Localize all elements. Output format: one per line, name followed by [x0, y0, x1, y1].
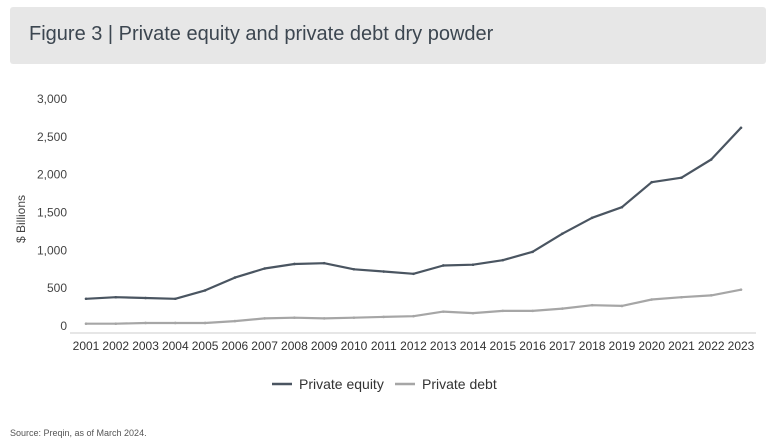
data-point-private-equity	[650, 180, 653, 184]
x-tick-label: 2022	[698, 339, 725, 353]
data-point-private-debt	[322, 317, 326, 320]
x-tick-label: 2023	[728, 339, 755, 353]
y-tick-label: 500	[47, 281, 67, 295]
data-point-private-debt	[233, 319, 237, 323]
data-point-private-equity	[561, 232, 564, 235]
x-tick-label: 2018	[579, 339, 606, 353]
data-point-private-debt	[174, 321, 177, 325]
data-point-private-debt	[382, 315, 386, 319]
x-tick-label: 2004	[162, 339, 189, 353]
data-point-private-equity	[709, 158, 713, 161]
data-point-private-debt	[203, 321, 207, 325]
data-point-private-debt	[709, 294, 713, 297]
data-point-private-equity	[144, 296, 147, 300]
y-tick-label: 0	[60, 319, 67, 333]
data-point-private-debt	[352, 316, 356, 319]
x-tick-label: 2012	[400, 339, 427, 353]
legend: Private equity Private debt	[272, 376, 497, 392]
legend-label-private-equity: Private equity	[299, 376, 384, 392]
y-axis-label: $ Billions	[14, 195, 28, 243]
data-point-private-debt	[412, 314, 415, 318]
data-point-private-equity	[739, 126, 743, 130]
data-point-private-debt	[293, 316, 296, 319]
x-tick-label: 2001	[73, 339, 100, 353]
data-point-private-equity	[203, 289, 207, 292]
data-point-private-equity	[471, 263, 475, 267]
x-tick-label: 2016	[519, 339, 546, 353]
data-point-private-equity	[174, 297, 177, 301]
chart-title: Figure 3 | Private equity and private de…	[29, 23, 494, 45]
y-tick-label: 2,500	[37, 130, 67, 144]
data-point-private-equity	[84, 297, 88, 301]
data-point-private-debt	[144, 321, 147, 325]
data-point-private-equity	[412, 272, 415, 276]
x-tick-label: 2006	[222, 339, 249, 353]
data-point-private-debt	[620, 304, 624, 308]
data-point-private-debt	[501, 309, 505, 313]
data-point-private-debt	[680, 295, 683, 299]
x-tick-label: 2015	[489, 339, 516, 353]
series-group	[84, 126, 743, 326]
data-point-private-equity	[620, 205, 624, 209]
data-point-private-equity	[114, 295, 118, 299]
data-point-private-debt	[84, 322, 88, 326]
y-tick-label: 1,000	[37, 243, 67, 257]
x-tick-label: 2007	[251, 339, 278, 353]
x-tick-label: 2008	[281, 339, 308, 353]
data-point-private-debt	[561, 307, 564, 310]
data-point-private-equity	[441, 264, 445, 267]
series-line-private-debt	[84, 288, 743, 325]
data-point-private-equity	[233, 276, 237, 279]
y-tick-label: 2,000	[37, 168, 67, 182]
x-tick-label: 2009	[311, 339, 338, 353]
data-point-private-equity	[501, 258, 505, 262]
data-point-private-equity	[322, 261, 326, 265]
x-tick-label: 2013	[430, 339, 457, 353]
data-point-private-equity	[352, 267, 356, 271]
data-point-private-debt	[650, 298, 653, 301]
x-tick-label: 2021	[668, 339, 695, 353]
data-point-private-debt	[263, 317, 266, 320]
y-tick-label: 1,500	[37, 206, 67, 220]
data-point-private-equity	[382, 270, 386, 273]
data-point-private-debt	[114, 322, 118, 326]
x-axis-ticks: 2001 2002 2003 2004 2005 2006 2007 2008 2009 2010…	[73, 339, 755, 353]
x-tick-label: 2010	[341, 339, 368, 353]
x-tick-label: 2011	[371, 339, 397, 353]
x-tick-label: 2005	[192, 339, 219, 353]
title-bar: Figure 3 | Private equity and private de…	[10, 7, 766, 64]
x-tick-label: 2019	[609, 339, 636, 353]
y-axis-ticks: 0 500 1,000 1,500 2,000 2,500 3,000	[37, 92, 67, 333]
data-point-private-equity	[680, 176, 683, 179]
x-tick-label: 2020	[638, 339, 665, 353]
data-point-private-debt	[531, 309, 534, 313]
x-tick-label: 2002	[102, 339, 129, 353]
x-tick-label: 2003	[132, 339, 159, 353]
y-tick-label: 3,000	[37, 92, 67, 106]
data-point-private-debt	[590, 303, 594, 307]
source-note: Source: Preqin, as of March 2024.	[10, 428, 147, 438]
x-tick-label: 2017	[549, 339, 576, 353]
data-point-private-debt	[739, 288, 743, 291]
data-point-private-equity	[263, 267, 266, 270]
data-point-private-equity	[293, 262, 296, 266]
x-tick-label: 2014	[460, 339, 487, 353]
data-point-private-equity	[590, 216, 594, 220]
legend-label-private-debt: Private debt	[422, 376, 497, 392]
data-point-private-debt	[471, 311, 475, 315]
data-point-private-debt	[441, 310, 445, 313]
data-point-private-equity	[531, 250, 534, 254]
